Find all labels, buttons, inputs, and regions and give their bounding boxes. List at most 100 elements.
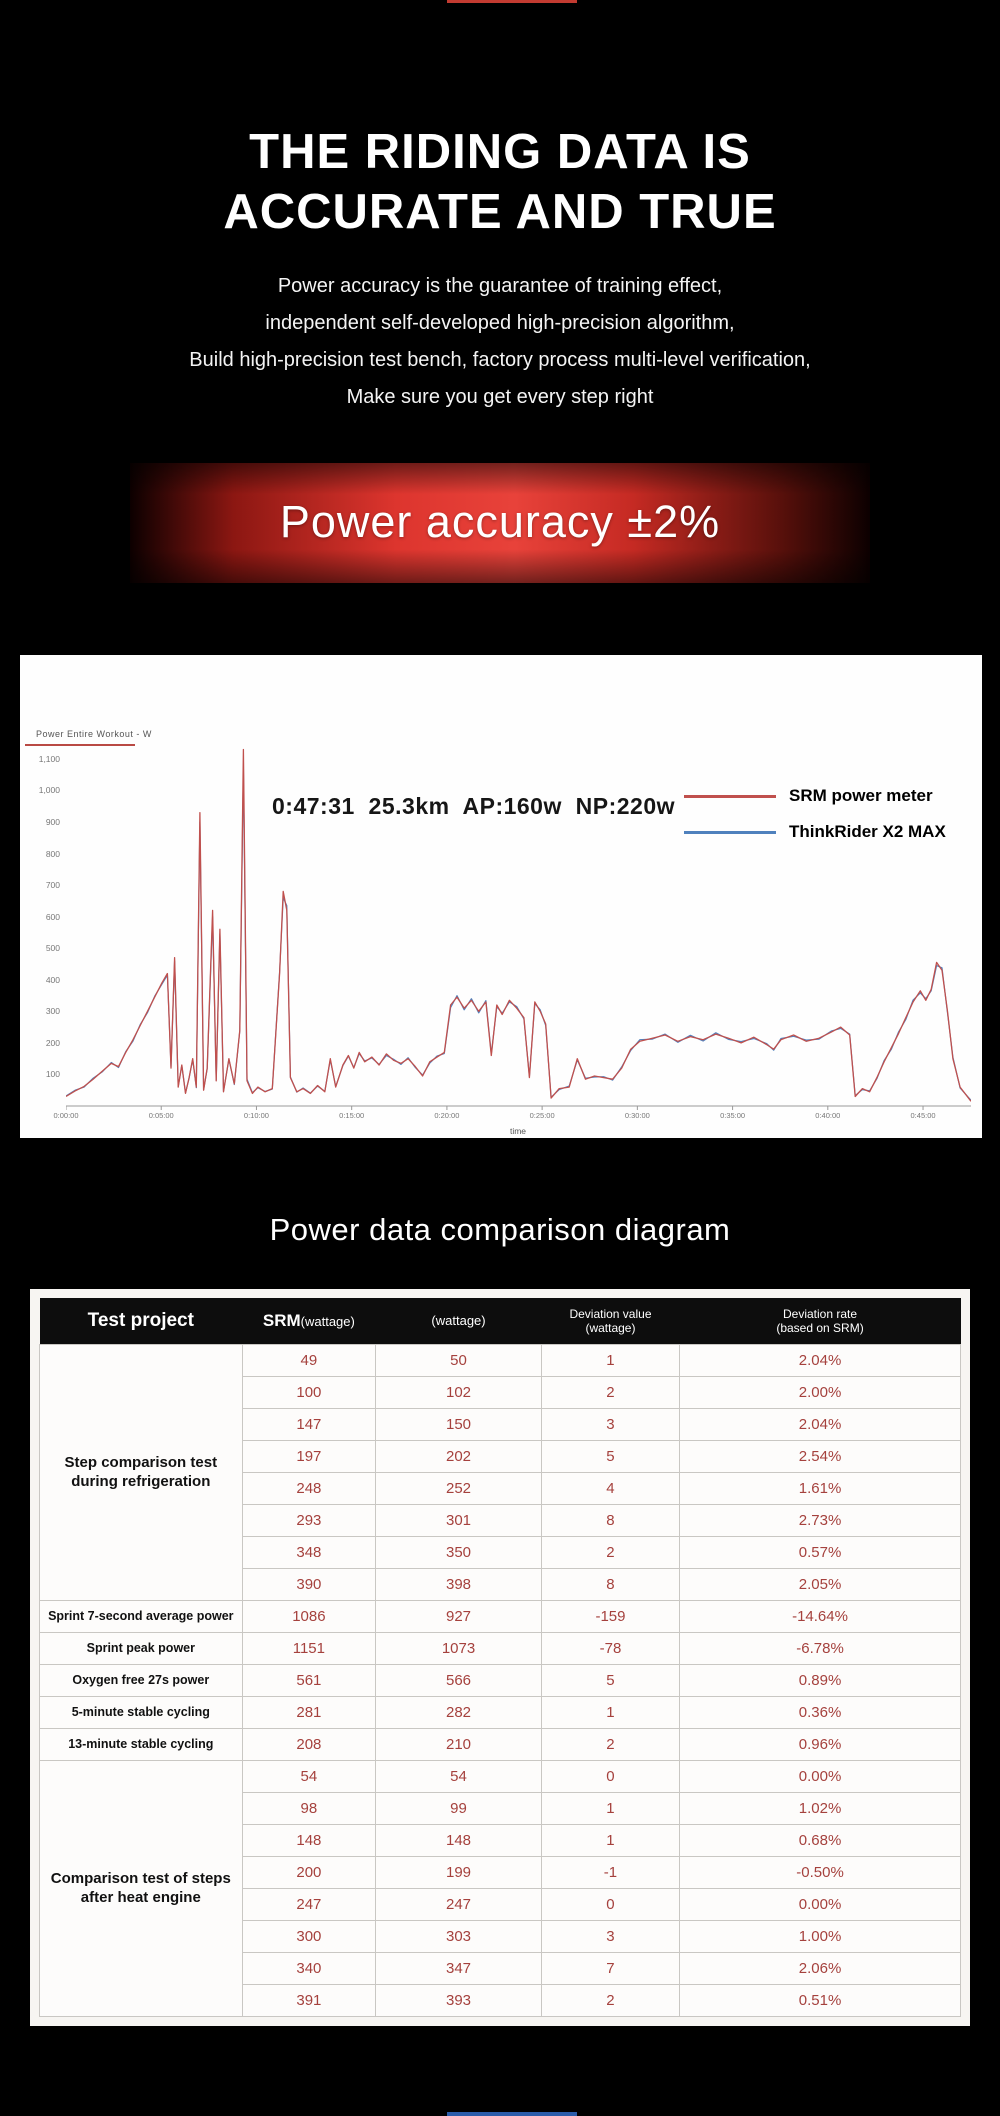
table-cell: 1.61% [679, 1472, 961, 1505]
y-axis-tick-label: 100 [45, 1069, 60, 1080]
legend-line-red [684, 794, 776, 798]
table-cell: 1 [540, 1696, 681, 1729]
accuracy-banner: Power accuracy ±2% [130, 463, 870, 583]
x-axis-tick-label: 0:00:00 [53, 1111, 79, 1120]
table-row: Sprint peak power 1151 1073 -78 -6.78% [39, 1632, 961, 1665]
table-row: 13-minute stable cycling 208 210 2 0.96% [39, 1728, 961, 1761]
table-cell: 2.04% [679, 1408, 961, 1441]
table-cell: 1086 [241, 1600, 377, 1633]
table-cell: 199 [375, 1856, 542, 1889]
table-cell: 99 [375, 1792, 542, 1825]
table-cell: 248 [241, 1472, 377, 1505]
table-row: 197 202 5 2.54% [40, 1440, 961, 1473]
y-axis-tick-label: 300 [45, 1006, 60, 1017]
table-cell: 0.00% [679, 1760, 961, 1793]
hero-subtitle: Power accuracy is the guarantee of train… [0, 268, 1000, 416]
page-title: THE RIDING DATA IS ACCURATE AND TRUE [0, 122, 1000, 242]
y-axis-tick-label: 600 [45, 911, 60, 922]
table-row: 293 301 8 2.73% [40, 1504, 961, 1537]
table-cell: 393 [375, 1984, 542, 2017]
table-cell: 0.96% [679, 1728, 961, 1761]
test-project-label: Comparison test of steps after heat engi… [39, 1760, 243, 2017]
table-row: 248 252 4 1.61% [40, 1472, 961, 1505]
table-cell: -14.64% [679, 1600, 961, 1633]
table-cell: 340 [241, 1952, 377, 1985]
table-cell: 2.05% [679, 1568, 961, 1601]
x-axis-tick-label: 0:45:00 [910, 1111, 936, 1120]
table-cell: 2.54% [679, 1440, 961, 1473]
table-cell: 148 [241, 1824, 377, 1857]
y-axis-tick-label: 500 [45, 943, 60, 954]
table-cell: 2.73% [679, 1504, 961, 1537]
legend-item-srm: SRM power meter [684, 785, 933, 807]
col-header-wattage: (wattage) [375, 1298, 542, 1345]
table-cell: 390 [241, 1568, 377, 1601]
table-cell: 301 [375, 1504, 542, 1537]
table-cell: 200 [241, 1856, 377, 1889]
table-cell: 3 [540, 1408, 681, 1441]
table-cell: 4 [540, 1472, 681, 1505]
y-axis-tick-label: 800 [45, 848, 60, 859]
table-cell: 2 [540, 1984, 681, 2017]
x-axis-tick-label: 0:15:00 [339, 1111, 365, 1120]
legend-label-thinkrider: ThinkRider X2 MAX [789, 822, 946, 841]
table-cell: 1 [540, 1824, 681, 1857]
test-project-label: Sprint peak power [39, 1632, 243, 1665]
table-cell: 350 [375, 1536, 542, 1569]
table-row: 148 148 1 0.68% [40, 1824, 961, 1857]
table-cell: 1.02% [679, 1792, 961, 1825]
y-axis-tick-label: 1,000 [38, 785, 60, 796]
table-cell: 303 [375, 1920, 542, 1953]
table-row: Comparison test of steps after heat engi… [39, 1760, 961, 2017]
table-cell: 927 [375, 1600, 542, 1633]
table-cell: 0 [540, 1888, 681, 1921]
table-cell: 2 [540, 1536, 681, 1569]
table-cell: 2.00% [679, 1376, 961, 1409]
x-axis-tick-label: 0:25:00 [529, 1111, 555, 1120]
table-cell: 398 [375, 1568, 542, 1601]
table-cell: 2.04% [679, 1344, 961, 1377]
x-axis-tick-label: 0:20:00 [434, 1111, 460, 1120]
table-cell: 247 [375, 1888, 542, 1921]
accuracy-banner-text: Power accuracy ±2% [279, 496, 721, 547]
test-project-label: 13-minute stable cycling [39, 1728, 243, 1761]
table-cell: 50 [375, 1344, 542, 1377]
table-cell: 281 [241, 1696, 377, 1729]
subtitle-line: independent self-developed high-precisio… [265, 312, 735, 334]
table-cell: 391 [241, 1984, 377, 2017]
table-cell: 348 [241, 1536, 377, 1569]
y-axis-tick-label: 1,100 [38, 753, 60, 764]
test-project-label: Sprint 7-second average power [39, 1600, 243, 1633]
table-cell: 150 [375, 1408, 542, 1441]
subtitle-line: Make sure you get every step right [346, 386, 654, 408]
legend-label-srm: SRM power meter [789, 786, 933, 805]
col-header-deviation-value: Deviation value (wattage) [541, 1298, 680, 1345]
x-axis-tick-label: 0:05:00 [148, 1111, 174, 1120]
table-row: 5-minute stable cycling 281 282 1 0.36% [39, 1696, 961, 1729]
x-axis-tick-label: 0:30:00 [624, 1111, 650, 1120]
table-cell: 2 [540, 1728, 681, 1761]
table-cell: 0 [540, 1760, 681, 1793]
table-row: 200 199 -1 -0.50% [40, 1856, 961, 1889]
comparison-table: Test project SRM(wattage) (wattage) Devi… [39, 1298, 961, 2017]
table-cell: 8 [540, 1568, 681, 1601]
table-row: Oxygen free 27s power 561 566 5 0.89% [39, 1664, 961, 1697]
table-cell: 0.68% [679, 1824, 961, 1857]
page-title-line1: THE RIDING DATA IS [249, 125, 751, 179]
table-cell: 5 [540, 1664, 681, 1697]
table-cell: 0.57% [679, 1536, 961, 1569]
table-row: Sprint 7-second average power 1086 927 -159… [39, 1600, 961, 1633]
y-axis-tick-label: 200 [45, 1037, 60, 1048]
table-row: 340 347 7 2.06% [40, 1952, 961, 1985]
legend-line-blue [684, 830, 776, 834]
col-header-srm-wattage: SRM(wattage) [242, 1298, 376, 1345]
table-row: 391 393 2 0.51% [40, 1984, 961, 2017]
comparison-heading: Power data comparison diagram [269, 1212, 731, 1247]
table-row: 348 350 2 0.57% [40, 1536, 961, 1569]
test-project-label: Oxygen free 27s power [39, 1664, 243, 1697]
top-accent-bar [447, 0, 577, 3]
table-cell: 0.36% [679, 1696, 961, 1729]
table-cell: 0.00% [679, 1888, 961, 1921]
table-cell: 252 [375, 1472, 542, 1505]
chart-title: Power Entire Workout - W [36, 729, 152, 739]
